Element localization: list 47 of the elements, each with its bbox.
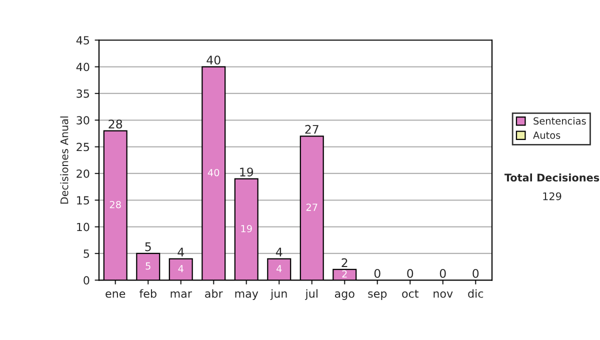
- data-label: 27: [306, 204, 318, 211]
- total-label: 0: [374, 268, 380, 278]
- x-tick-label: may: [235, 291, 258, 300]
- total-label: 2: [342, 258, 348, 268]
- x-tick-label: dic: [468, 289, 484, 298]
- x-tick-label: ene: [106, 291, 126, 298]
- total-label: 0: [440, 268, 446, 278]
- x-tick-label: jun: [270, 289, 287, 300]
- y-tick-label: 35: [76, 89, 89, 98]
- data-label: 28: [110, 200, 121, 208]
- data-label: 2: [342, 270, 347, 278]
- y-tick-label: 45: [76, 36, 89, 44]
- data-label: 40: [208, 168, 220, 176]
- x-tick-label: ago: [334, 291, 354, 300]
- data-label: 5: [146, 262, 150, 270]
- x-tick-label: abr: [205, 289, 223, 298]
- y-tick-label: 20: [76, 169, 90, 178]
- x-tick-label: feb: [139, 289, 156, 298]
- legend-label: Autos: [533, 132, 560, 139]
- total-label: 19: [240, 168, 254, 177]
- x-tick-label: mar: [170, 291, 192, 298]
- text: 129: [543, 192, 562, 200]
- data-label: 4: [276, 265, 282, 272]
- y-tick-label: 5: [84, 250, 89, 258]
- y-tick-label: 40: [76, 62, 90, 72]
- total-label: 4: [276, 248, 282, 256]
- legend-label: Sentencias: [534, 117, 586, 125]
- x-tick-label: sep: [368, 291, 387, 300]
- total-label: 4: [178, 248, 184, 256]
- x-tick-label: nov: [434, 291, 453, 298]
- y-tick-label: 0: [84, 276, 90, 285]
- total-label: 40: [206, 56, 220, 65]
- y-tick-label: 30: [76, 116, 90, 125]
- total-label: 27: [305, 124, 318, 134]
- total-label: 5: [145, 242, 151, 252]
- x-tick-label: jul: [305, 289, 318, 300]
- data-label: 4: [178, 265, 184, 272]
- data-label: 19: [241, 224, 252, 232]
- x-tick-label: oct: [402, 290, 418, 298]
- text: Total Decisiones: [504, 173, 600, 182]
- y-tick-label: 25: [76, 142, 89, 152]
- total-label: 0: [472, 268, 479, 278]
- y-axis-title: Decisiones Anual: [60, 116, 68, 204]
- y-tick-label: 15: [77, 196, 89, 205]
- total-label: 0: [407, 268, 414, 278]
- total-label: 28: [108, 120, 122, 129]
- y-tick-label: 10: [77, 222, 90, 232]
